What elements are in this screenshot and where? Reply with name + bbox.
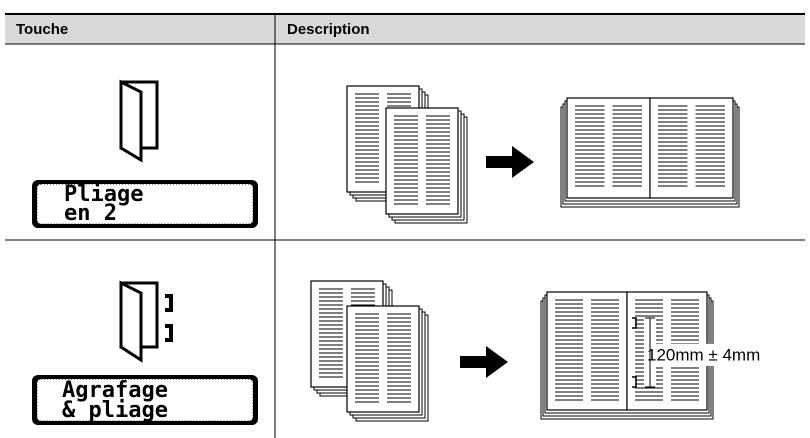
- page: [566, 97, 651, 199]
- open-book: [540, 291, 804, 420]
- key-label: Agrafage: [62, 378, 168, 403]
- key-label: & pliage: [62, 398, 168, 423]
- staple: [632, 376, 637, 388]
- annotation: 120mm ± 4mm: [647, 345, 760, 364]
- header-cell: Touche: [16, 21, 68, 38]
- arrow: [486, 146, 534, 178]
- page: [649, 97, 734, 199]
- key-button: [32, 375, 258, 425]
- key-label: en 2: [64, 201, 117, 226]
- annotation-bg: [656, 343, 804, 366]
- key-button: [32, 180, 258, 228]
- arrow: [460, 346, 508, 378]
- page-stack: [385, 107, 468, 224]
- fold-icon: [119, 79, 159, 163]
- staple: [632, 317, 637, 329]
- header-background: [5, 14, 805, 44]
- page-stack: [346, 305, 429, 422]
- key-label: Pliage: [64, 182, 143, 207]
- staple-fold-icon: [119, 280, 173, 363]
- open-book: [560, 97, 740, 208]
- header-cell: Description: [287, 21, 370, 38]
